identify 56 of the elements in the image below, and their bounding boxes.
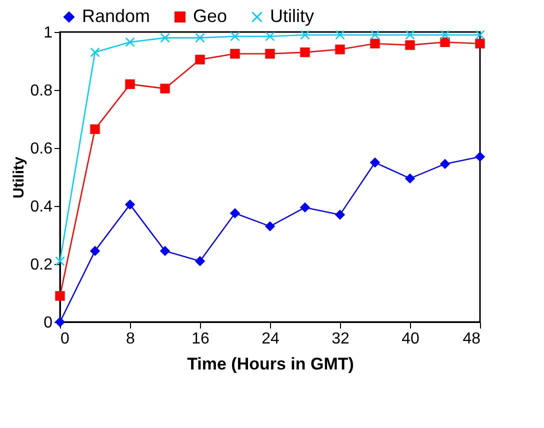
point — [475, 38, 485, 48]
point — [440, 159, 450, 169]
point — [335, 30, 345, 40]
point — [370, 38, 380, 48]
point — [405, 30, 415, 40]
x-tick-label: 32 — [332, 330, 350, 348]
x-tick-label: 8 — [126, 330, 136, 348]
y-axis-title: Utility — [10, 156, 28, 198]
point — [475, 152, 485, 162]
point — [55, 291, 65, 301]
point — [335, 44, 345, 54]
y-tick-label: 0.8 — [30, 82, 53, 100]
point — [160, 246, 170, 256]
point — [300, 47, 310, 58]
point — [125, 200, 135, 210]
x-tick-label: 40 — [402, 330, 420, 348]
point — [440, 30, 450, 40]
point — [300, 30, 310, 40]
legend-label: Geo — [193, 6, 228, 26]
point — [125, 79, 135, 90]
y-tick-label: 0 — [44, 314, 53, 332]
point — [335, 210, 345, 220]
point — [55, 256, 65, 266]
x-tick-label: 48 — [462, 330, 481, 348]
x-tick-label: 24 — [262, 330, 280, 348]
point — [265, 221, 275, 232]
y-tick-label: 0.6 — [30, 140, 53, 158]
point — [265, 32, 275, 42]
point — [90, 47, 100, 58]
point — [370, 30, 380, 40]
y-tick-label: 0.2 — [30, 256, 53, 274]
point — [195, 256, 205, 266]
point — [195, 32, 205, 43]
point — [230, 208, 240, 218]
point — [405, 174, 415, 184]
point — [160, 84, 170, 94]
legend-label: Random — [82, 6, 150, 26]
x-tick-label: 16 — [192, 330, 210, 348]
point — [265, 48, 275, 59]
point — [230, 48, 240, 59]
legend-label: Utility — [270, 6, 314, 26]
y-tick-label: 1 — [44, 24, 53, 42]
point — [440, 37, 450, 47]
point — [230, 32, 240, 42]
point — [195, 54, 205, 64]
y-tick-label: 0.4 — [30, 198, 53, 216]
point — [125, 37, 135, 47]
point — [300, 202, 310, 212]
point — [475, 30, 485, 40]
x-tick-label: 0 — [60, 330, 70, 348]
point — [370, 158, 380, 168]
point — [160, 32, 170, 43]
point — [90, 124, 100, 134]
point — [405, 40, 415, 50]
x-axis-title: Time (Hours in GMT) — [187, 354, 354, 374]
point — [90, 246, 100, 256]
